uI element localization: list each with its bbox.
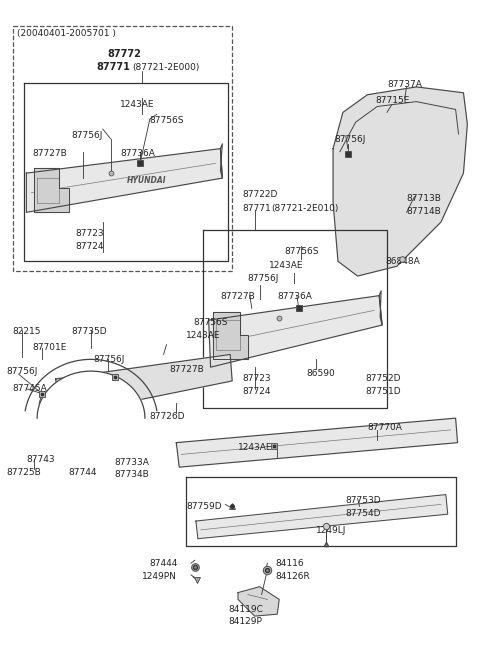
- Text: (20040401-2005701 ): (20040401-2005701 ): [16, 29, 115, 39]
- Text: 82215: 82215: [12, 328, 41, 337]
- Text: 87756S: 87756S: [150, 116, 184, 124]
- Text: 87756J: 87756J: [248, 274, 279, 284]
- Text: 87727B: 87727B: [169, 365, 204, 373]
- Text: 87771: 87771: [242, 204, 271, 213]
- Text: 1243AE: 1243AE: [269, 261, 304, 270]
- Text: 87756J: 87756J: [72, 132, 103, 140]
- Text: 87736A: 87736A: [120, 149, 156, 158]
- Text: 84129P: 84129P: [228, 618, 262, 626]
- Text: 87701E: 87701E: [32, 343, 67, 352]
- Text: 87714B: 87714B: [407, 207, 441, 216]
- Text: 87756S: 87756S: [284, 247, 319, 256]
- Polygon shape: [238, 587, 279, 616]
- Text: 87745A: 87745A: [12, 384, 48, 393]
- Text: 84116: 84116: [276, 559, 304, 568]
- Text: 86590: 86590: [307, 369, 336, 377]
- Polygon shape: [209, 295, 382, 367]
- Text: 1243AE: 1243AE: [238, 443, 273, 452]
- Text: 87756J: 87756J: [93, 355, 124, 364]
- Text: 87724: 87724: [242, 387, 270, 396]
- Text: 87752D: 87752D: [365, 375, 401, 383]
- Text: 87715E: 87715E: [375, 96, 409, 105]
- Text: 87723: 87723: [75, 229, 104, 238]
- Text: 87772: 87772: [108, 48, 142, 58]
- Text: 87744: 87744: [69, 468, 97, 477]
- Text: 87733A: 87733A: [115, 458, 149, 467]
- Text: 1249PN: 1249PN: [142, 572, 177, 582]
- Polygon shape: [333, 87, 468, 276]
- Text: 87724: 87724: [75, 242, 104, 251]
- Text: 87754D: 87754D: [346, 509, 381, 517]
- Text: 87753D: 87753D: [346, 496, 382, 505]
- Text: 87723: 87723: [242, 375, 271, 383]
- Text: 87737A: 87737A: [387, 81, 422, 90]
- Text: (87721-2E010): (87721-2E010): [271, 204, 339, 213]
- Text: 87713B: 87713B: [407, 194, 442, 203]
- Polygon shape: [213, 312, 248, 360]
- Text: 87727B: 87727B: [220, 292, 255, 301]
- Text: 87743: 87743: [26, 455, 55, 464]
- Text: 87736A: 87736A: [277, 292, 312, 301]
- Text: 84126R: 84126R: [276, 572, 310, 582]
- Text: 87725B: 87725B: [7, 468, 41, 477]
- Polygon shape: [196, 495, 448, 538]
- Text: HYUNDAI: HYUNDAI: [127, 176, 167, 185]
- Polygon shape: [220, 143, 222, 178]
- Text: 87726D: 87726D: [150, 412, 185, 421]
- Text: (87721-2E000): (87721-2E000): [132, 63, 200, 72]
- Text: 86848A: 86848A: [385, 257, 420, 266]
- Text: 87444: 87444: [150, 559, 178, 568]
- Text: 1249LJ: 1249LJ: [316, 527, 347, 535]
- Text: 1243AE: 1243AE: [186, 331, 221, 341]
- Text: 87751D: 87751D: [365, 387, 401, 396]
- Polygon shape: [34, 168, 69, 212]
- Text: 87734B: 87734B: [115, 470, 149, 479]
- Polygon shape: [56, 354, 232, 416]
- Text: 87735D: 87735D: [72, 328, 107, 337]
- Text: 87756J: 87756J: [7, 367, 38, 375]
- Text: 1243AE: 1243AE: [120, 100, 155, 109]
- Polygon shape: [176, 418, 457, 467]
- Text: 87771: 87771: [96, 62, 130, 72]
- Polygon shape: [379, 291, 382, 325]
- Text: 87756J: 87756J: [334, 136, 365, 144]
- Text: 87759D: 87759D: [186, 502, 222, 511]
- Text: 84119C: 84119C: [228, 605, 263, 614]
- Text: 87722D: 87722D: [242, 190, 277, 199]
- Text: 87756S: 87756S: [193, 318, 228, 327]
- Text: 87727B: 87727B: [32, 149, 67, 158]
- Text: 87770A: 87770A: [367, 423, 402, 432]
- Polygon shape: [26, 149, 222, 212]
